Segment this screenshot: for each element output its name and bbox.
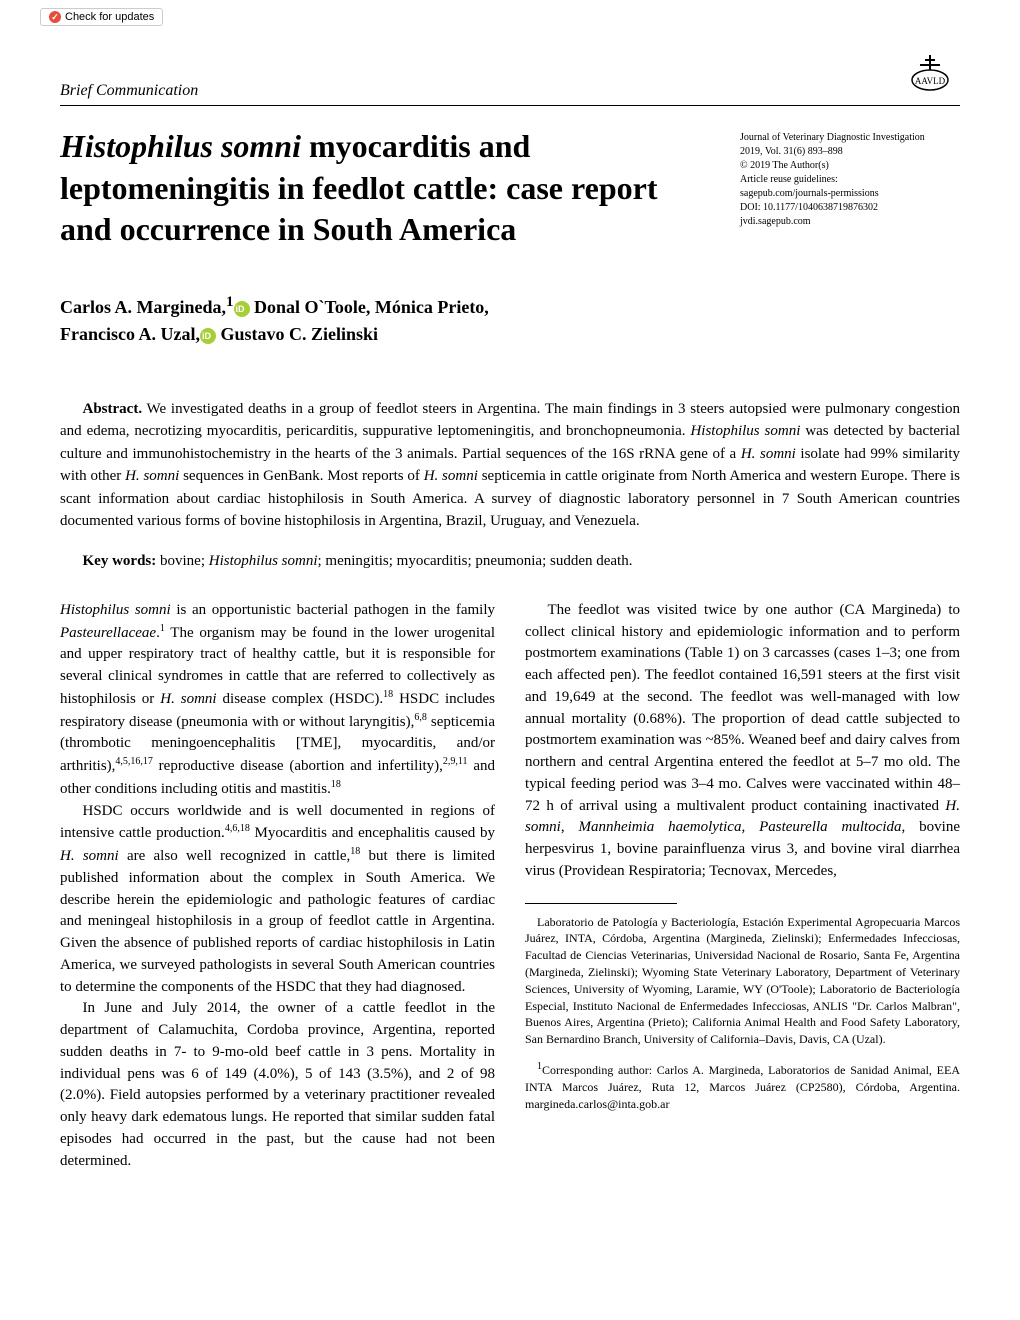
abstract-label: Abstract. xyxy=(83,401,143,417)
p1-sup4: 4,5,16,17 xyxy=(115,756,153,767)
reuse-guidelines: Article reuse guidelines: xyxy=(740,173,960,187)
p2-sup1: 4,6,18 xyxy=(225,823,250,834)
para-1: Histophilus somni is an opportunistic ba… xyxy=(60,600,495,801)
abstract-italic-2: H. somni xyxy=(741,446,796,462)
p2-t3: are also well recognized in cattle, xyxy=(119,848,351,864)
p1-italic2: Pasteurellaceae xyxy=(60,625,156,641)
publisher-logo: AAVLD xyxy=(900,50,960,100)
right-column: The feedlot was visited twice by one aut… xyxy=(525,600,960,1173)
orcid-icon[interactable] xyxy=(200,328,216,344)
body-columns: Histophilus somni is an opportunistic ba… xyxy=(60,600,960,1173)
p1-sup2: 18 xyxy=(383,689,393,700)
header-row: Brief Communication AAVLD xyxy=(60,50,960,100)
para-4: The feedlot was visited twice by one aut… xyxy=(525,600,960,883)
p1-sup6: 18 xyxy=(331,779,341,790)
doi: DOI: 10.1177/1040638719876302 xyxy=(740,201,960,215)
para-3: In June and July 2014, the owner of a ca… xyxy=(60,998,495,1172)
left-column: Histophilus somni is an opportunistic ba… xyxy=(60,600,495,1173)
corresponding-author-footnote: 1Corresponding author: Carlos A. Margine… xyxy=(525,1060,960,1112)
header-divider xyxy=(60,105,960,106)
orcid-icon[interactable] xyxy=(234,301,250,317)
p1-t1: is an opportunistic bacterial pathogen i… xyxy=(171,602,495,618)
abstract-italic-4: H. somni xyxy=(424,468,478,484)
update-icon: ✓ xyxy=(49,11,61,23)
p1-t7: reproductive disease (abortion and infer… xyxy=(153,758,443,774)
check-updates-label: Check for updates xyxy=(65,11,154,23)
abstract-italic-1: Histophilus somni xyxy=(690,423,800,439)
journal-volume: 2019, Vol. 31(6) 893–898 xyxy=(740,145,960,159)
footnote-divider xyxy=(525,903,677,904)
section-label: Brief Communication xyxy=(60,82,198,100)
authors-rest-line1: Donal O`Toole, Mónica Prieto, xyxy=(250,297,489,317)
p1-italic3: H. somni xyxy=(160,691,216,707)
check-updates-button[interactable]: ✓ Check for updates xyxy=(40,8,163,26)
abstract: Abstract. We investigated deaths in a gr… xyxy=(60,398,960,533)
p2-t4: but there is limited published informati… xyxy=(60,848,495,995)
author-4: Francisco A. Uzal, xyxy=(60,324,200,344)
p1-sup5: 2,9,11 xyxy=(443,756,468,767)
title-section: Histophilus somni myocarditis and leptom… xyxy=(60,126,960,251)
p2-t2: Myocarditis and encephalitis caused by xyxy=(250,825,495,841)
copyright: © 2019 The Author(s) xyxy=(740,159,960,173)
author-1-sup: 1 xyxy=(226,294,234,310)
p1-italic1: Histophilus somni xyxy=(60,602,171,618)
title-species: Histophilus somni xyxy=(60,128,301,164)
keywords: Key words: bovine; Histophilus somni; me… xyxy=(60,553,960,570)
permissions-link[interactable]: sagepub.com/journals-permissions xyxy=(740,187,960,201)
p4-t1: The feedlot was visited twice by one aut… xyxy=(525,602,960,814)
para-2: HSDC occurs worldwide and is well docume… xyxy=(60,801,495,999)
abstract-italic-3: H. somni xyxy=(125,468,179,484)
journal-name: Journal of Veterinary Diagnostic Investi… xyxy=(740,131,960,145)
keywords-italic: Histophilus somni xyxy=(209,553,318,569)
svg-text:AAVLD: AAVLD xyxy=(915,76,946,86)
journal-info: Journal of Veterinary Diagnostic Investi… xyxy=(740,131,960,229)
author-1: Carlos A. Margineda, xyxy=(60,297,226,317)
p1-sup3: 6,8 xyxy=(414,712,427,723)
footnote2-text: Corresponding author: Carlos A. Margined… xyxy=(525,1063,960,1111)
p1-t4: disease complex (HSDC). xyxy=(217,691,384,707)
journal-url[interactable]: jvdi.sagepub.com xyxy=(740,215,960,229)
abstract-text-4: sequences in GenBank. Most reports of xyxy=(179,468,423,484)
keywords-label: Key words: xyxy=(83,553,157,569)
keywords-text-2: ; meningitis; myocarditis; pneumonia; su… xyxy=(318,553,633,569)
keywords-text-1: bovine; xyxy=(156,553,209,569)
authors-list: Carlos A. Margineda,1 Donal O`Toole, Món… xyxy=(60,291,960,348)
p2-sup2: 18 xyxy=(350,846,360,857)
author-5: Gustavo C. Zielinski xyxy=(216,324,378,344)
article-title: Histophilus somni myocarditis and leptom… xyxy=(60,126,710,251)
p2-italic1: H. somni xyxy=(60,848,119,864)
affiliation-footnote: Laboratorio de Patología y Bacteriología… xyxy=(525,914,960,1048)
